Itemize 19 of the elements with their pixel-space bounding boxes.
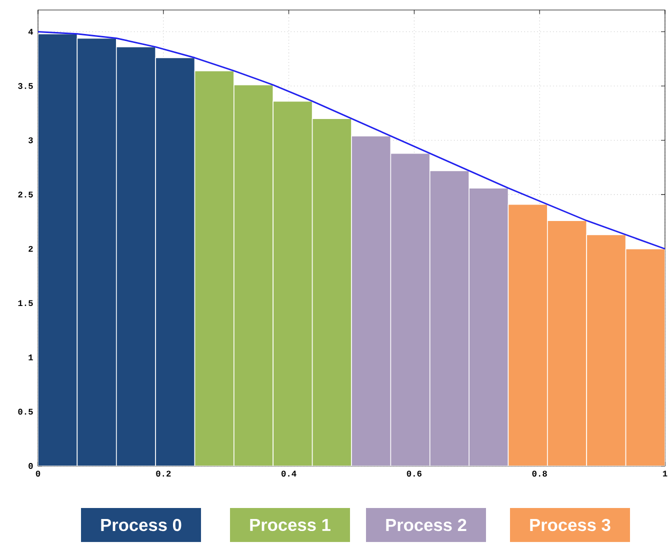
x-tick-label: 0.8: [532, 470, 547, 477]
y-tick-label: 1.5: [18, 300, 33, 306]
x-tick-label: 0.4: [282, 470, 296, 477]
y-tick-label: 2.5: [18, 192, 33, 198]
text: Process 3: [530, 518, 610, 532]
x-tick-label: 0.2: [156, 470, 171, 477]
x-tick-label: 0: [36, 470, 40, 477]
y-tick-label: 3.5: [18, 83, 33, 89]
text: Process 0: [101, 518, 182, 532]
y-tick-label: 0.5: [18, 408, 33, 415]
y-tick-label: 3: [28, 137, 33, 144]
x-tick-label: 1: [662, 470, 668, 476]
y-tick-label: 4: [28, 28, 34, 35]
y-tick-label: 1: [28, 354, 33, 360]
text: Process 1: [250, 518, 330, 532]
text: Process 2: [386, 518, 466, 532]
y-tick-label: 0: [28, 463, 33, 469]
x-tick-label: 0.6: [406, 470, 422, 477]
y-tick-label: 2: [28, 246, 33, 252]
